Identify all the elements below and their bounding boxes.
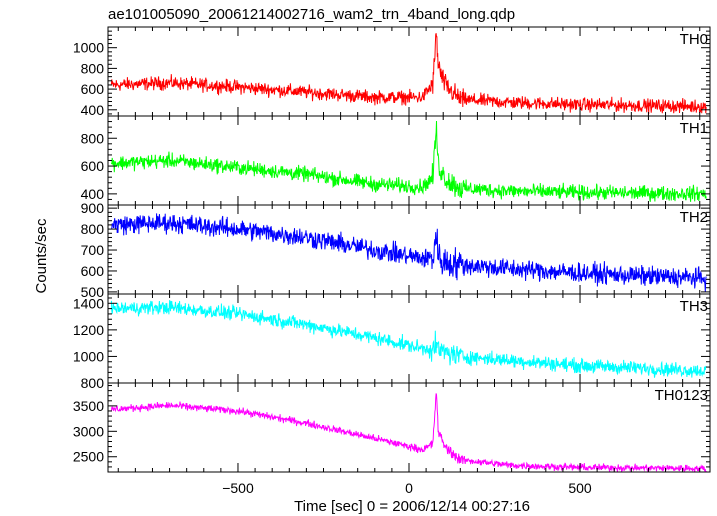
y-tick-label: 3000 <box>73 423 104 439</box>
panel-name-label: TH0 <box>680 31 708 48</box>
panel-th2: 500 600 700 800 900 TH2 <box>81 200 711 300</box>
series-line-th0 <box>110 33 707 115</box>
series-line-th0123 <box>110 393 707 472</box>
y-tick-label: 1200 <box>73 322 104 338</box>
panel-th0: 400 600 800 1000 TH0 <box>73 26 711 118</box>
y-tick-label: 600 <box>81 263 105 279</box>
x-tick-label: 0 <box>405 480 413 496</box>
y-tick-label: 3500 <box>73 398 104 414</box>
panel-th0123: 2500 3000 3500 TH0123 <box>73 382 711 473</box>
y-tick-label: 800 <box>81 130 105 146</box>
panel-name-label: TH3 <box>680 298 708 315</box>
x-axis-label: Time [sec] 0 = 2006/12/14 00:27:16 <box>294 498 530 515</box>
panels-group: 400 600 800 1000 TH0 400 600 800 TH1 500 600 700 800… <box>73 26 711 496</box>
y-tick-label: 1000 <box>73 348 104 364</box>
y-tick-label: 800 <box>81 221 105 237</box>
y-tick-label: 1400 <box>73 295 104 311</box>
series-line-th3 <box>110 300 707 378</box>
y-tick-label: 700 <box>81 242 105 258</box>
series-line-th1 <box>110 120 707 202</box>
x-tick-label: 500 <box>568 480 592 496</box>
panel-name-label: TH0123 <box>655 387 708 404</box>
y-tick-label: 600 <box>81 158 105 174</box>
panel-name-label: TH2 <box>680 209 708 226</box>
panel-frame <box>107 382 711 473</box>
y-tick-label: 600 <box>81 81 105 97</box>
y-tick-label: 1000 <box>73 40 104 56</box>
panel-th3: 800 1000 1200 1400 TH3 <box>73 293 711 391</box>
y-tick-label: 400 <box>81 102 105 118</box>
y-tick-label: 800 <box>81 60 105 76</box>
y-tick-label: 800 <box>81 375 105 391</box>
panel-name-label: TH1 <box>680 120 708 137</box>
panel-frame <box>107 204 711 295</box>
chart-title: ae101005090_20061214002716_wam2_trn_4ban… <box>108 6 515 23</box>
panel-frame <box>107 26 711 117</box>
panel-th1: 400 600 800 TH1 <box>81 115 711 206</box>
series-line-th2 <box>110 213 707 292</box>
y-tick-label: 400 <box>81 186 105 202</box>
y-tick-label: 2500 <box>73 449 104 465</box>
x-tick-label: −500 <box>222 480 254 496</box>
y-tick-label: 900 <box>81 200 105 216</box>
y-axis-label: Counts/sec <box>33 218 50 294</box>
y-tick-label: 500 <box>81 284 105 300</box>
